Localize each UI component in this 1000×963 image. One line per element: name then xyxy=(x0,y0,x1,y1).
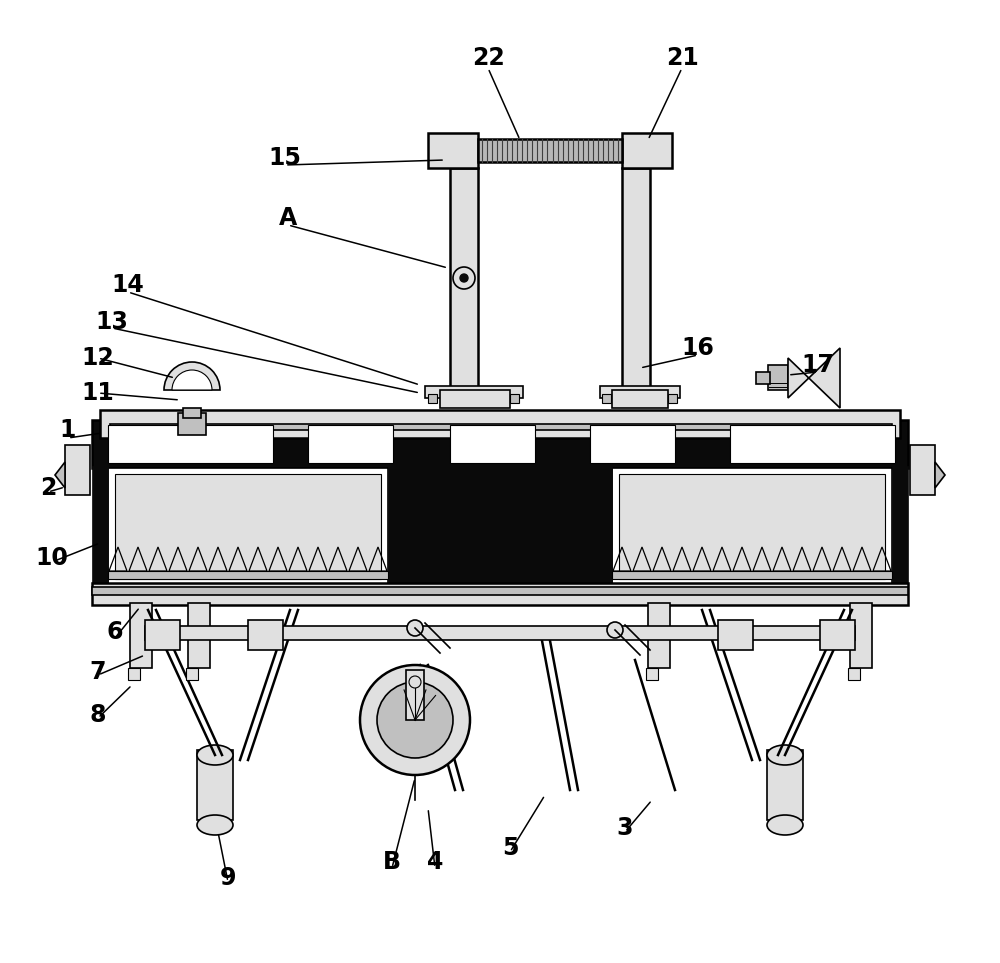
Polygon shape xyxy=(935,462,945,488)
Bar xyxy=(308,425,393,463)
Bar xyxy=(92,466,108,587)
Bar xyxy=(108,468,388,585)
Text: 10: 10 xyxy=(36,546,68,570)
Text: 13: 13 xyxy=(96,310,128,334)
Bar xyxy=(128,668,140,680)
Text: 15: 15 xyxy=(269,146,301,170)
Bar xyxy=(108,571,388,579)
Bar xyxy=(110,424,892,430)
Bar xyxy=(450,425,535,463)
Bar xyxy=(92,583,908,605)
Bar xyxy=(590,425,675,463)
Bar xyxy=(622,168,650,390)
Bar xyxy=(108,425,273,463)
Bar xyxy=(92,587,908,595)
Text: 1: 1 xyxy=(60,418,76,442)
Circle shape xyxy=(360,665,470,775)
Bar xyxy=(450,168,478,390)
Bar xyxy=(130,603,152,668)
Bar xyxy=(428,394,437,403)
Bar xyxy=(646,668,658,680)
Bar xyxy=(478,139,622,162)
Text: 6: 6 xyxy=(107,620,123,644)
Bar xyxy=(622,133,672,168)
Circle shape xyxy=(607,622,623,638)
Bar xyxy=(612,468,892,585)
Circle shape xyxy=(407,620,423,636)
Bar xyxy=(848,668,860,680)
Bar xyxy=(145,626,855,640)
Wedge shape xyxy=(172,370,212,390)
Text: 17: 17 xyxy=(802,353,834,377)
Circle shape xyxy=(460,274,468,282)
Bar xyxy=(619,474,885,579)
Bar xyxy=(850,603,872,668)
Ellipse shape xyxy=(767,745,803,765)
Bar xyxy=(100,410,900,438)
Bar xyxy=(92,420,908,468)
Text: 21: 21 xyxy=(666,46,698,70)
Ellipse shape xyxy=(197,815,233,835)
Bar xyxy=(648,603,670,668)
Ellipse shape xyxy=(767,815,803,835)
Bar xyxy=(406,670,424,720)
Bar xyxy=(425,386,523,398)
Text: 11: 11 xyxy=(82,381,114,405)
Bar xyxy=(612,390,668,408)
Bar xyxy=(730,425,895,463)
Bar xyxy=(767,750,803,820)
Bar xyxy=(600,386,680,398)
Polygon shape xyxy=(788,348,840,408)
Bar xyxy=(388,466,612,587)
Bar xyxy=(428,133,478,168)
Wedge shape xyxy=(164,362,220,390)
Bar xyxy=(820,620,855,650)
Bar xyxy=(178,413,206,435)
Bar xyxy=(510,394,519,403)
Circle shape xyxy=(409,676,421,688)
Bar xyxy=(910,445,935,495)
Bar xyxy=(602,394,611,403)
Text: B: B xyxy=(383,850,401,874)
Bar xyxy=(115,474,381,579)
Text: 5: 5 xyxy=(502,836,518,860)
Bar xyxy=(65,445,90,495)
Bar xyxy=(248,620,283,650)
Text: 16: 16 xyxy=(682,336,714,360)
Bar xyxy=(186,668,198,680)
Text: 8: 8 xyxy=(90,703,106,727)
Circle shape xyxy=(453,267,475,289)
Bar xyxy=(612,571,892,579)
Bar xyxy=(718,620,753,650)
Text: 3: 3 xyxy=(617,816,633,840)
Text: 14: 14 xyxy=(112,273,144,297)
Bar xyxy=(197,750,233,820)
Text: 12: 12 xyxy=(82,346,114,370)
Bar xyxy=(188,603,210,668)
Bar xyxy=(145,620,180,650)
Text: 4: 4 xyxy=(427,850,443,874)
Circle shape xyxy=(377,682,453,758)
Ellipse shape xyxy=(197,745,233,765)
Bar xyxy=(440,390,510,408)
Polygon shape xyxy=(55,462,65,488)
Text: 22: 22 xyxy=(472,46,504,70)
Text: 9: 9 xyxy=(220,866,236,890)
Bar xyxy=(756,372,770,384)
Bar xyxy=(892,466,908,587)
Text: A: A xyxy=(279,206,297,230)
Bar xyxy=(668,394,677,403)
Text: 7: 7 xyxy=(90,660,106,684)
Bar xyxy=(183,408,201,418)
Text: 2: 2 xyxy=(40,476,56,500)
Bar xyxy=(768,365,788,390)
